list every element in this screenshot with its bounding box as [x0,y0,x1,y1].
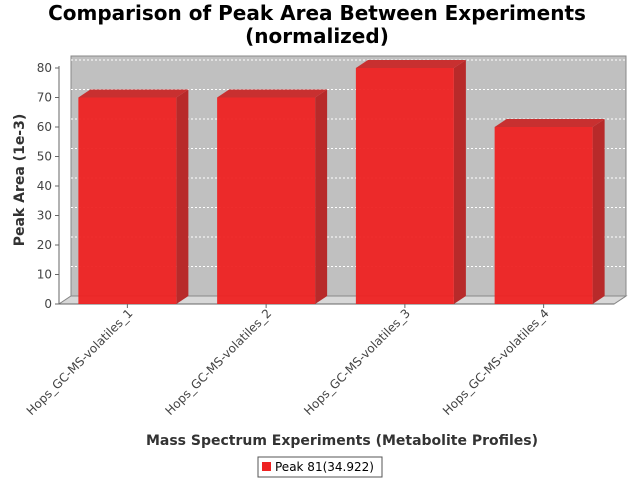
bar-side [592,119,605,304]
legend: Peak 81(34.922) [257,456,383,478]
chart-title: Comparison of Peak Area Between Experime… [48,1,586,25]
bar [494,127,593,304]
legend-label: Peak 81(34.922) [275,460,374,474]
legend-box [257,456,383,478]
bar-side [453,60,466,304]
legend-swatch [262,462,271,471]
bar-top [355,60,466,68]
y-tick-label: 40 [37,179,52,193]
bar [355,68,454,304]
y-tick-label: 50 [37,150,52,164]
x-tick-label: Hops_GC-MS-volatiles_4 [440,306,552,418]
y-tick-label: 30 [37,209,52,223]
bar [217,97,316,304]
y-tick-label: 10 [37,268,52,282]
x-tick-label: Hops_GC-MS-volatiles_1 [24,306,136,418]
x-axis-label: Mass Spectrum Experiments (Metabolite Pr… [146,433,538,449]
bar-side [176,89,189,304]
y-axis-label: Peak Area (1e-3) [12,114,28,247]
bar-top [494,119,605,127]
bar [78,97,177,304]
y-tick-label: 70 [37,91,52,105]
y-tick-label: 0 [44,297,52,311]
x-tick-label: Hops_GC-MS-volatiles_2 [163,306,275,418]
y-tick-label: 80 [37,61,52,75]
chart-subtitle: (normalized) [245,24,389,48]
bar-top [217,89,328,98]
y-tick-label: 60 [37,120,52,134]
y-tick-label: 20 [37,238,52,252]
bar-top [78,89,189,98]
bar-side [315,89,328,304]
x-tick-label: Hops_GC-MS-volatiles_3 [301,306,413,418]
